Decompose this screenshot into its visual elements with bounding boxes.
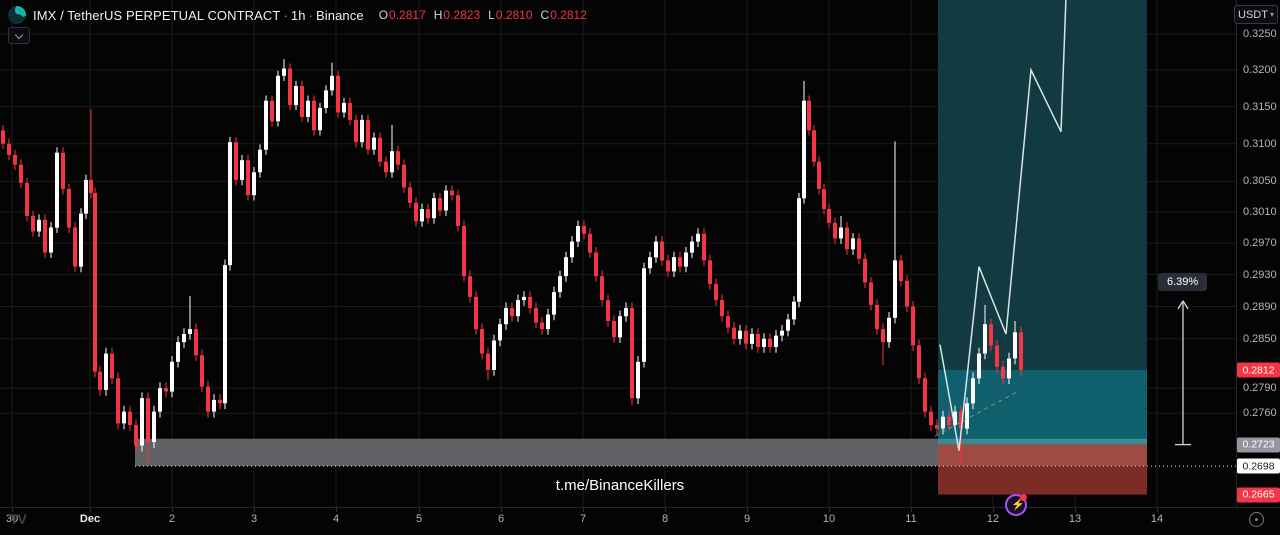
time-tick-mark: [911, 508, 912, 512]
chevron-down-icon: ▾: [1269, 10, 1274, 19]
notification-dot: [1020, 494, 1027, 501]
time-tick-mark: [1157, 508, 1158, 512]
time-tick-mark: [829, 508, 830, 512]
candlestick-chart[interactable]: [0, 0, 1236, 507]
price-tick-label: 0.2850: [1243, 332, 1277, 345]
price-level-label: 0.2812: [1237, 362, 1280, 378]
price-tick-label: 0.3100: [1243, 137, 1277, 150]
price-tick-label: 0.2930: [1243, 268, 1277, 281]
time-tick-label: 10: [822, 513, 836, 525]
axis-separator-horizontal: [0, 507, 1280, 508]
time-tick-label: 14: [1150, 513, 1164, 525]
price-level-label: 0.2698: [1237, 458, 1280, 474]
exchange-label: Binance: [316, 7, 364, 23]
time-tick-mark: [583, 508, 584, 512]
time-tick-mark: [254, 508, 255, 512]
symbol-logo-icon: [8, 6, 26, 24]
price-tick-label: 0.2790: [1243, 382, 1277, 395]
price-axis[interactable]: 0.3250 0.3200 0.3150 0.3100 0.3050 0.3010 0.29…: [1237, 0, 1280, 507]
time-tick-mark: [172, 508, 173, 512]
ohlc-values: O 0.2817 H 0.2823 L 0.2810 C 0.2812: [378, 8, 587, 22]
interval-label: 1h: [290, 7, 306, 23]
time-axis[interactable]: 30 Dec 2 3 4 5 6 7 8 9 10 11 12 13 14: [0, 508, 1280, 535]
price-tick-label: 0.3050: [1243, 175, 1277, 188]
symbol-title[interactable]: IMX / TetherUS PERPETUAL CONTRACT · 1h · Bin…: [33, 7, 364, 23]
price-tick-label: 0.3010: [1243, 206, 1277, 219]
price-tick-label: 0.3150: [1243, 100, 1277, 113]
price-tick-label: 0.3250: [1243, 28, 1277, 40]
legend-collapse-button[interactable]: [8, 27, 30, 44]
price-tick-label: 0.2890: [1243, 300, 1277, 313]
time-tick-label: 13: [1068, 513, 1082, 525]
time-tick-mark: [12, 508, 13, 512]
time-tick-mark: [747, 508, 748, 512]
time-tick-label: 12: [986, 513, 1000, 525]
time-tick-mark: [501, 508, 502, 512]
time-tick-label: 6: [497, 513, 505, 525]
measure-percent-label[interactable]: 6.39%: [1158, 273, 1208, 291]
price-tick-label: 0.3200: [1243, 64, 1277, 76]
channel-watermark: t.me/BinanceKillers: [555, 477, 685, 494]
time-tick-label: 30: [5, 513, 19, 525]
time-tick-mark: [90, 508, 91, 512]
chevron-down-icon: [14, 30, 24, 40]
price-level-label: 0.2665: [1237, 487, 1280, 503]
alert-lightning-icon[interactable]: ⚡: [1005, 494, 1027, 516]
time-tick-label: 11: [905, 513, 917, 525]
time-tick-label: 4: [332, 513, 340, 525]
tradingview-logo[interactable]: TV: [10, 511, 27, 527]
price-tick-label: 0.2760: [1243, 407, 1277, 420]
time-tick-mark: [419, 508, 420, 512]
time-tick-label: Dec: [79, 513, 101, 525]
chart-canvas[interactable]: [0, 0, 1236, 507]
time-tick-mark: [665, 508, 666, 512]
time-tick-mark: [336, 508, 337, 512]
time-tick-label: 8: [661, 513, 669, 525]
price-level-label: 0.2723: [1237, 437, 1280, 453]
time-tick-mark: [1075, 508, 1076, 512]
time-tick-label: 2: [168, 513, 176, 525]
axis-settings-icon[interactable]: [1249, 512, 1264, 527]
price-tick-label: 0.2970: [1243, 237, 1277, 250]
lightning-icon: ⚡: [1011, 499, 1025, 511]
time-tick-label: 7: [579, 513, 587, 525]
time-tick-label: 5: [415, 513, 423, 525]
axis-separator-vertical: [1236, 0, 1237, 507]
currency-toggle-button[interactable]: USDT ▾: [1234, 5, 1278, 24]
symbol-header[interactable]: IMX / TetherUS PERPETUAL CONTRACT · 1h · Bin…: [8, 6, 587, 24]
time-tick-label: 3: [250, 513, 258, 525]
time-tick-label: 9: [743, 513, 751, 525]
time-tick-mark: [993, 508, 994, 512]
